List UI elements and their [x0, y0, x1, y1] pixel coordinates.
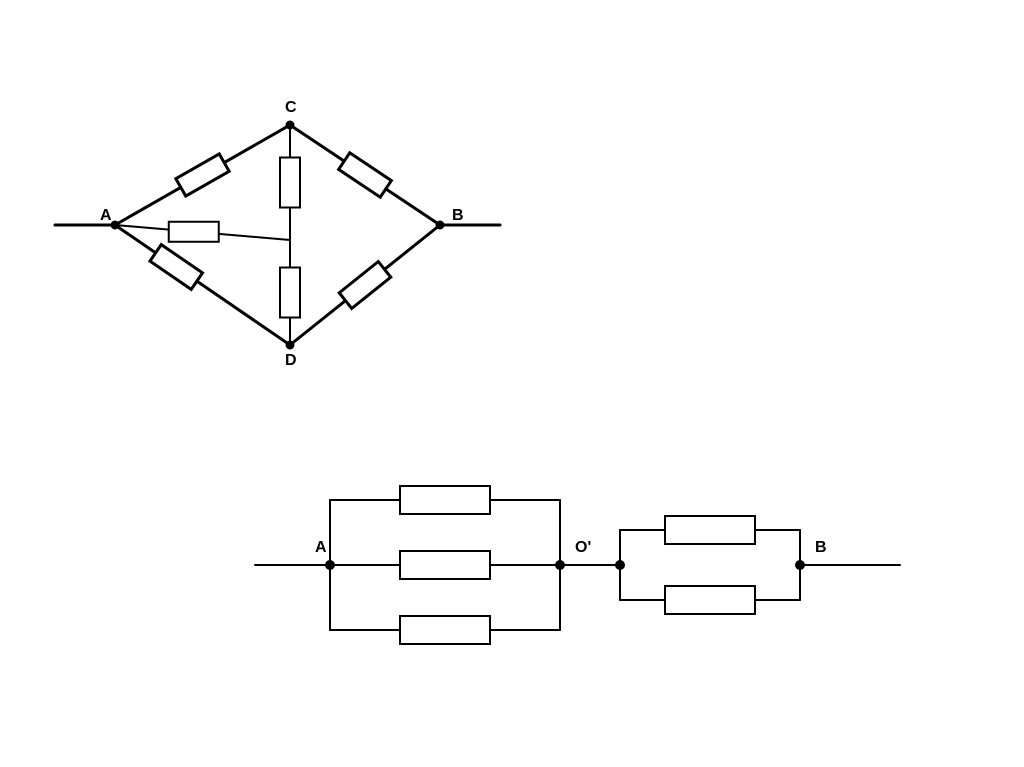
- node-label-D: D: [285, 352, 297, 369]
- resistor: [665, 586, 755, 614]
- resistor: [400, 551, 490, 579]
- circuit-2: A O' B: [255, 486, 900, 644]
- resistor: [280, 158, 300, 208]
- node-label: O': [575, 539, 591, 556]
- circuit-1: A B C D: [55, 99, 500, 369]
- circuit-canvas: A B C D A O' B: [0, 0, 1024, 767]
- node-dot: [111, 221, 120, 230]
- node-dot: [615, 560, 625, 570]
- resistor: [339, 153, 392, 197]
- node-label-A: A: [100, 207, 112, 224]
- resistor: [665, 516, 755, 544]
- node-dot: [286, 121, 295, 130]
- resistor: [150, 245, 203, 290]
- node-dot: [436, 221, 445, 230]
- resistor: [339, 262, 391, 309]
- resistor: [176, 154, 229, 196]
- resistor: [400, 616, 490, 644]
- node-label: A: [315, 539, 327, 556]
- wire: [115, 225, 290, 345]
- node-dot: [555, 560, 565, 570]
- node-label: B: [815, 539, 827, 556]
- node-dot: [795, 560, 805, 570]
- resistor: [400, 486, 490, 514]
- node-label-B: B: [452, 207, 464, 224]
- resistor: [169, 222, 219, 242]
- node-dot: [325, 560, 335, 570]
- node-label-C: C: [285, 99, 297, 116]
- node-dot: [286, 341, 295, 350]
- resistor: [280, 268, 300, 318]
